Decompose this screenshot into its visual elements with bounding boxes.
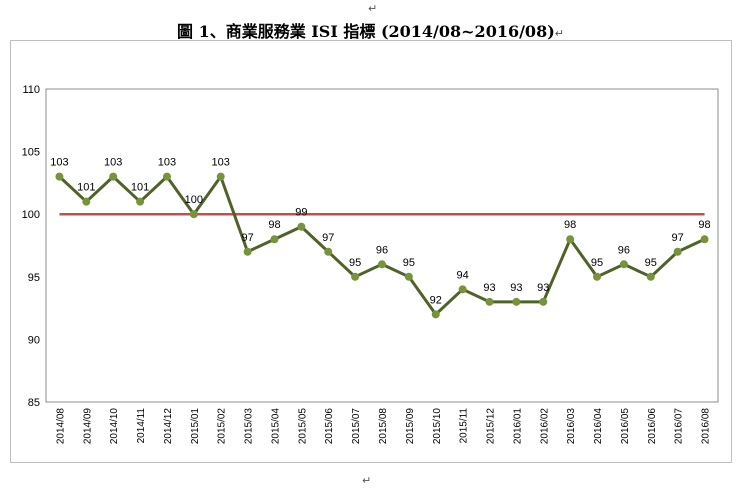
data-label: 95 (645, 257, 657, 269)
data-point (162, 172, 171, 181)
x-tick-label: 2014/08 (55, 408, 66, 445)
y-axis: 85 90 95 100 105 110 (22, 84, 40, 409)
chart-frame (10, 40, 732, 463)
data-point (512, 297, 521, 306)
x-tick-label: 2014/10 (109, 408, 120, 445)
data-point (136, 197, 145, 206)
x-tick-label: 2015/07 (351, 408, 362, 445)
data-point (378, 260, 386, 269)
data-labels: 103 101 103 101 103 100 103 97 98 99 97 95 96 95 92 94 9… (50, 157, 710, 307)
paragraph-mark-bottom: ↵ (362, 474, 372, 487)
data-label: 103 (104, 157, 122, 169)
data-label: 95 (591, 257, 603, 269)
x-tick-label: 2014/09 (82, 408, 93, 445)
data-point (539, 297, 548, 306)
data-point (243, 247, 252, 256)
data-label: 93 (483, 282, 495, 294)
x-tick-label: 2015/03 (244, 408, 255, 445)
data-label: 103 (50, 157, 68, 169)
x-tick-label: 2015/11 (459, 408, 470, 444)
data-label: 100 (185, 194, 203, 206)
data-point (55, 172, 64, 181)
chart-title: 圖 1、商業服務業 ISI 指標 (2014/08~2016/08)↵ (0, 18, 741, 42)
x-tick-label: 2015/01 (190, 408, 201, 445)
y-tick-label: 85 (28, 397, 40, 409)
x-tick-label: 2015/02 (217, 408, 228, 445)
data-point (593, 272, 602, 281)
data-point (431, 310, 440, 319)
plot-area (45, 88, 719, 403)
data-point (297, 222, 306, 231)
x-tick-label: 2016/05 (620, 408, 631, 445)
data-point (458, 285, 467, 294)
x-tick-label: 2014/11 (136, 408, 147, 444)
data-label: 92 (430, 294, 442, 306)
data-label: 97 (672, 232, 684, 244)
data-point (566, 235, 575, 244)
x-tick-label: 2016/01 (512, 408, 523, 445)
data-label: 101 (131, 182, 149, 194)
data-label: 95 (403, 257, 415, 269)
data-point (270, 235, 279, 244)
data-label: 97 (322, 232, 334, 244)
data-label: 103 (158, 157, 176, 169)
y-tick-label: 110 (22, 84, 40, 96)
data-point (82, 197, 91, 206)
x-tick-label: 2016/07 (674, 408, 685, 445)
x-tick-label: 2015/10 (432, 408, 443, 445)
x-tick-label: 2015/05 (297, 408, 308, 445)
data-point (216, 172, 225, 181)
data-point (646, 272, 655, 281)
data-point (700, 235, 709, 244)
data-label: 93 (537, 282, 549, 294)
data-label: 95 (349, 257, 361, 269)
data-label: 94 (457, 269, 469, 281)
data-point (189, 210, 198, 219)
y-tick-label: 105 (22, 147, 40, 159)
x-tick-label: 2016/03 (566, 408, 577, 445)
x-axis: 2014/08 2014/09 2014/10 2014/11 2014/12 2015/… (55, 408, 711, 445)
data-label: 96 (376, 244, 388, 256)
chart-title-text: 圖 1、商業服務業 ISI 指標 (2014/08~2016/08) (177, 22, 555, 41)
data-point (485, 297, 494, 306)
data-label: 101 (77, 182, 95, 194)
x-tick-label: 2016/02 (539, 408, 550, 445)
data-point (619, 260, 628, 269)
x-tick-label: 2016/08 (701, 408, 712, 445)
data-label: 99 (295, 207, 307, 219)
data-label: 98 (698, 219, 710, 231)
data-point (324, 247, 333, 256)
data-label: 103 (212, 157, 230, 169)
data-point (404, 272, 413, 281)
data-label: 98 (564, 219, 576, 231)
data-label: 98 (268, 219, 280, 231)
x-tick-label: 2015/04 (270, 408, 281, 445)
x-tick-label: 2015/08 (378, 408, 389, 445)
series-group (55, 172, 709, 319)
y-tick-label: 100 (22, 209, 40, 221)
x-tick-label: 2015/06 (324, 408, 335, 445)
x-tick-label: 2015/12 (486, 408, 497, 445)
x-tick-label: 2015/09 (405, 408, 416, 445)
y-tick-label: 95 (28, 272, 40, 284)
x-tick-label: 2014/12 (163, 408, 174, 445)
x-tick-label: 2016/06 (647, 408, 658, 445)
data-point (109, 172, 118, 181)
data-label: 96 (618, 244, 630, 256)
data-label: 97 (241, 232, 253, 244)
x-tick-label: 2016/04 (593, 408, 604, 445)
data-point (351, 272, 360, 281)
paragraph-mark-top: ↵ (368, 2, 378, 15)
data-label: 93 (510, 282, 522, 294)
paragraph-mark-title: ↵ (554, 27, 564, 40)
y-tick-label: 90 (28, 334, 40, 346)
data-point (673, 247, 682, 256)
